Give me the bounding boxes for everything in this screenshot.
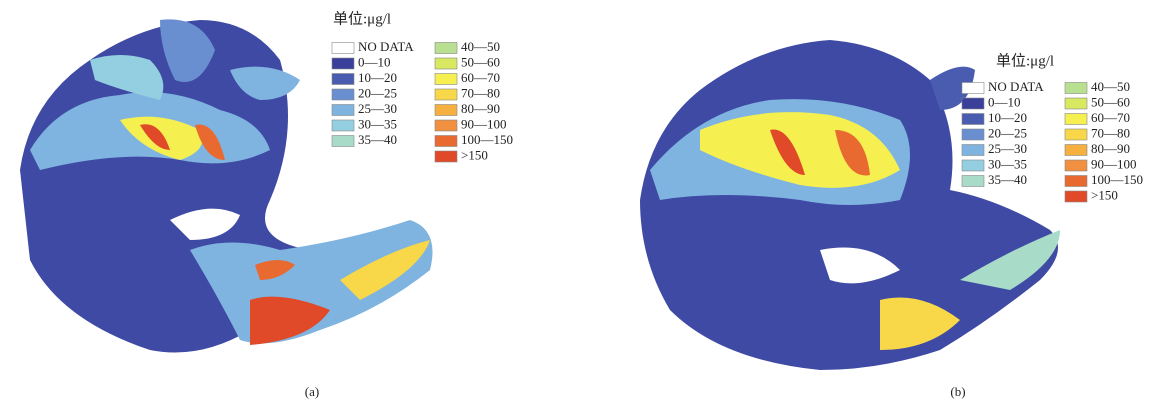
legend-label: 100—150: [1091, 172, 1143, 187]
legend-swatch: [434, 42, 458, 54]
legend-label: 30—35: [988, 156, 1027, 171]
legend-swatch: [1064, 82, 1088, 94]
legend-swatch: [1064, 97, 1088, 110]
legend-swatch: [331, 73, 355, 85]
legend-swatch: [331, 88, 355, 101]
legend-label: 40—50: [461, 39, 500, 54]
legend-swatch: [331, 57, 355, 70]
legend-label: 80—90: [1091, 141, 1130, 156]
legend-label: 20—25: [358, 85, 397, 100]
legend-swatch: [1064, 144, 1088, 156]
legend-label: NO DATA: [358, 39, 414, 54]
legend-label: 60—70: [461, 70, 500, 85]
legend-swatch: [1064, 113, 1088, 125]
legend-label: 0—10: [358, 54, 391, 69]
legend-swatch: [1064, 175, 1088, 187]
legend-label: 25—30: [358, 101, 397, 116]
legend-swatch: [331, 135, 355, 147]
legend-label: 10—20: [358, 70, 397, 85]
legend-swatch: [434, 88, 458, 101]
legend-swatch: [434, 73, 458, 85]
legend-swatch: [434, 57, 458, 70]
legend-swatch: [961, 159, 985, 172]
legend-swatch: [961, 97, 985, 110]
legend-swatch: [331, 42, 355, 54]
legend-label: 30—35: [358, 116, 397, 131]
legend-swatch: [961, 144, 985, 156]
panel-label: (b): [950, 384, 965, 399]
legend-label: 50—60: [461, 54, 500, 69]
legend-label: 60—70: [1091, 110, 1130, 125]
legend-swatch: [1064, 128, 1088, 141]
legend-swatch: [434, 104, 458, 116]
legend-swatch: [1064, 159, 1088, 172]
legend-label: 90—100: [461, 116, 507, 131]
legend-label: 40—50: [1091, 79, 1130, 94]
legend-label: 70—80: [461, 85, 500, 100]
map-b: [640, 40, 1060, 370]
legend-label: 20—25: [988, 125, 1027, 140]
legend-label: 100—150: [461, 132, 513, 147]
unit-label: 单位:μg/l: [996, 52, 1054, 69]
legend-swatch: [434, 119, 458, 132]
legend-swatch: [331, 104, 355, 116]
legend-swatch: [434, 135, 458, 147]
legend-swatch: [961, 82, 985, 94]
legend-swatch: [331, 119, 355, 132]
panel-label: (a): [305, 384, 319, 399]
legend-label: >150: [461, 147, 488, 162]
legend-label: 35—40: [988, 172, 1027, 187]
legend-label: 35—40: [358, 132, 397, 147]
legend-swatch: [961, 128, 985, 141]
legend-label: >150: [1091, 187, 1118, 202]
legend-label: 0—10: [988, 94, 1021, 109]
legend-label: 80—90: [461, 101, 500, 116]
map-a: [20, 19, 433, 353]
legend-swatch: [961, 175, 985, 187]
legend-swatch: [1064, 190, 1088, 203]
legend-swatch: [961, 113, 985, 125]
legend-label: 70—80: [1091, 125, 1130, 140]
legend-swatch: [434, 150, 458, 163]
legend-label: 25—30: [988, 141, 1027, 156]
legend-label: 50—60: [1091, 94, 1130, 109]
legend-label: NO DATA: [988, 79, 1044, 94]
legend-label: 90—100: [1091, 156, 1137, 171]
unit-label: 单位:μg/l: [333, 10, 391, 27]
legend-label: 10—20: [988, 110, 1027, 125]
